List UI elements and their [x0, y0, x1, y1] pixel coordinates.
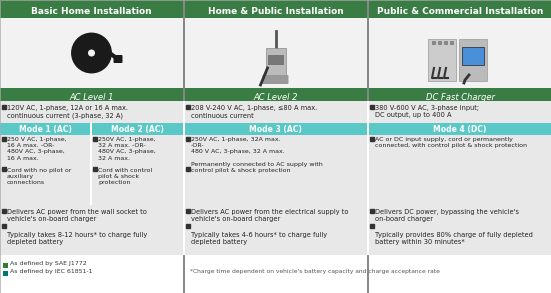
- Text: As defined by SAE J1772: As defined by SAE J1772: [10, 261, 87, 266]
- Bar: [462, 47, 484, 65]
- Text: AC Level 2: AC Level 2: [253, 93, 298, 101]
- Text: Basic Home Installation: Basic Home Installation: [31, 8, 152, 16]
- Bar: [184, 88, 367, 101]
- Bar: [367, 0, 369, 293]
- Bar: [267, 55, 284, 65]
- Text: Home & Public Installation: Home & Public Installation: [208, 8, 343, 16]
- Text: 250V AC, 1-phase, 32A max.
-OR-
480 V AC, 3-phase, 32 A max.

Permanently connec: 250V AC, 1-phase, 32A max. -OR- 480 V AC…: [191, 137, 323, 173]
- Bar: [368, 0, 551, 18]
- Bar: [0, 205, 183, 255]
- Bar: [368, 101, 551, 123]
- Bar: [183, 205, 185, 255]
- Bar: [91, 123, 183, 135]
- Bar: [0, 123, 91, 205]
- Bar: [183, 0, 185, 293]
- Bar: [0, 123, 91, 135]
- Text: Mode 4 (DC): Mode 4 (DC): [433, 125, 487, 134]
- Bar: [438, 41, 442, 45]
- Bar: [368, 18, 551, 88]
- Bar: [428, 39, 456, 81]
- Text: 250V AC, 1-phase,
32 A max. -OR-
480V AC, 3-phase,
32 A max.

Cord with control
: 250V AC, 1-phase, 32 A max. -OR- 480V AC…: [98, 137, 156, 185]
- Bar: [444, 41, 448, 45]
- Bar: [184, 123, 367, 135]
- Text: 120V AC, 1-phase, 12A or 16 A max.
continuous current (3-phase, 32 A): 120V AC, 1-phase, 12A or 16 A max. conti…: [7, 105, 128, 119]
- Bar: [184, 18, 367, 88]
- Bar: [0, 0, 183, 18]
- Bar: [450, 41, 454, 45]
- Text: Delivers AC power from the electrical supply to
vehicle's on-board charger

Typi: Delivers AC power from the electrical su…: [191, 209, 348, 245]
- Text: Mode 1 (AC): Mode 1 (AC): [19, 125, 72, 134]
- Text: Mode 3 (AC): Mode 3 (AC): [249, 125, 302, 134]
- Text: Public & Commercial Installation: Public & Commercial Installation: [377, 8, 543, 16]
- Text: 380 V-600 V AC, 3-phase input;
DC output, up to 400 A: 380 V-600 V AC, 3-phase input; DC output…: [375, 105, 479, 118]
- Text: 250 V AC, 1-phase,
16 A max. -OR-
480V AC, 3-phase,
16 A max.

Cord with no pilo: 250 V AC, 1-phase, 16 A max. -OR- 480V A…: [7, 137, 72, 185]
- Bar: [0, 255, 551, 293]
- Bar: [367, 123, 369, 205]
- Bar: [0, 18, 183, 88]
- Bar: [368, 88, 551, 101]
- Text: AC Level 1: AC Level 1: [69, 93, 114, 101]
- Bar: [368, 205, 551, 255]
- Bar: [184, 205, 367, 255]
- Bar: [368, 123, 551, 205]
- Bar: [184, 0, 367, 18]
- Bar: [183, 101, 185, 123]
- Bar: [459, 39, 487, 81]
- Bar: [184, 123, 367, 205]
- Bar: [367, 205, 369, 255]
- Bar: [183, 123, 185, 205]
- Bar: [184, 101, 367, 123]
- Bar: [3, 263, 8, 268]
- Text: Delivers DC power, bypassing the vehicle's
on-board charger

Typically provides : Delivers DC power, bypassing the vehicle…: [375, 209, 533, 245]
- Text: 208 V-240 V AC, 1-phase, ≤80 A max.
continuous current: 208 V-240 V AC, 1-phase, ≤80 A max. cont…: [191, 105, 317, 118]
- Text: AC or DC input supply, cord or permanently
connected, with control pilot & shock: AC or DC input supply, cord or permanent…: [375, 137, 527, 148]
- Text: *Charge time dependent on vehicle's battery capacity and charge acceptance rate: *Charge time dependent on vehicle's batt…: [190, 269, 440, 274]
- Bar: [432, 41, 436, 45]
- Text: Mode 2 (AC): Mode 2 (AC): [111, 125, 164, 134]
- Bar: [266, 48, 285, 78]
- Bar: [0, 101, 183, 123]
- Text: As defined by IEC 61851-1: As defined by IEC 61851-1: [10, 269, 93, 274]
- Bar: [90, 123, 92, 205]
- Text: DC Fast Charger: DC Fast Charger: [425, 93, 494, 101]
- Bar: [0, 88, 183, 101]
- Bar: [368, 123, 551, 135]
- Bar: [367, 101, 369, 123]
- Bar: [0, 123, 183, 205]
- FancyBboxPatch shape: [262, 75, 289, 84]
- Bar: [91, 123, 183, 205]
- Text: Delivers AC power from the wall socket to
vehicle's on-board charger

Typically : Delivers AC power from the wall socket t…: [7, 209, 147, 245]
- Bar: [3, 271, 8, 276]
- FancyBboxPatch shape: [114, 55, 122, 63]
